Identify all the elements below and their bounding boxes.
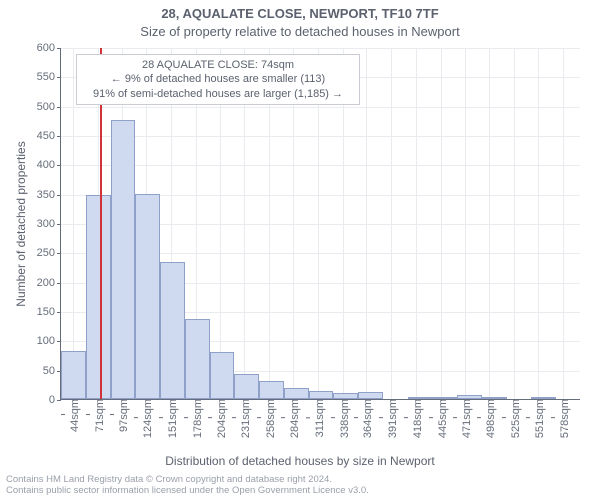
annotation-line: 28 AQUALATE CLOSE: 74sqm <box>83 58 353 72</box>
x-tick: 498sqm <box>481 399 497 438</box>
gridline-v <box>73 48 74 399</box>
histogram-bar <box>111 120 136 399</box>
histogram-bar <box>309 391 334 399</box>
gridline-h <box>61 107 580 108</box>
y-tick: 350 <box>37 189 61 201</box>
annotation-box: 28 AQUALATE CLOSE: 74sqm← 9% of detached… <box>76 54 360 105</box>
x-axis-label: Distribution of detached houses by size … <box>0 454 600 468</box>
histogram-bar <box>408 397 433 399</box>
histogram-bar <box>135 194 160 399</box>
histogram-bar <box>457 395 482 399</box>
x-tick: 311sqm <box>310 399 326 437</box>
y-tick: 100 <box>37 335 61 347</box>
gridline-h <box>61 136 580 137</box>
gridline-v <box>538 48 539 399</box>
y-tick: 0 <box>49 394 61 406</box>
histogram-bar <box>160 262 185 399</box>
x-tick: 471sqm <box>457 399 473 438</box>
gridline-v <box>416 48 417 399</box>
gridline-h <box>61 48 580 49</box>
histogram-bar <box>284 388 309 399</box>
gridline-v <box>391 48 392 399</box>
y-tick: 200 <box>37 277 61 289</box>
x-tick: 71sqm <box>90 399 106 432</box>
x-tick: 258sqm <box>261 399 277 438</box>
y-tick: 500 <box>37 101 61 113</box>
footer-attribution: Contains HM Land Registry data © Crown c… <box>6 474 369 496</box>
x-tick: 204sqm <box>212 399 228 438</box>
x-tick: 284sqm <box>285 399 301 438</box>
y-tick: 300 <box>37 218 61 230</box>
annotation-line: ← 9% of detached houses are smaller (113… <box>83 72 353 86</box>
histogram-bar <box>358 392 383 399</box>
histogram-bar <box>531 397 556 399</box>
histogram-bar <box>333 393 358 399</box>
gridline-v <box>441 48 442 399</box>
x-tick: 364sqm <box>358 399 374 438</box>
histogram-bar <box>432 397 457 399</box>
footer-line-2: Contains public sector information licen… <box>6 485 369 496</box>
chart-title-address: 28, AQUALATE CLOSE, NEWPORT, TF10 7TF <box>0 6 600 21</box>
y-tick: 250 <box>37 247 61 259</box>
histogram-bar <box>234 374 259 399</box>
chart-title-sub: Size of property relative to detached ho… <box>0 24 600 39</box>
x-tick: 338sqm <box>335 399 351 438</box>
histogram-bar <box>482 397 507 399</box>
gridline-v <box>563 48 564 399</box>
histogram-bar <box>86 195 111 399</box>
x-tick: 551sqm <box>530 399 546 438</box>
histogram-bar <box>185 319 210 399</box>
x-tick: 124sqm <box>138 399 154 438</box>
x-tick: 525sqm <box>506 399 522 438</box>
y-tick: 400 <box>37 159 61 171</box>
y-axis-label: Number of detached properties <box>14 141 28 306</box>
x-tick: 44sqm <box>65 399 81 432</box>
y-tick: 150 <box>37 306 61 318</box>
gridline-v <box>366 48 367 399</box>
histogram-bar <box>210 352 235 399</box>
gridline-v <box>489 48 490 399</box>
x-tick: 578sqm <box>555 399 571 438</box>
footer-line-1: Contains HM Land Registry data © Crown c… <box>6 474 369 485</box>
y-tick: 600 <box>37 42 61 54</box>
gridline-h <box>61 165 580 166</box>
y-tick: 50 <box>43 365 61 377</box>
x-tick: 97sqm <box>114 399 130 432</box>
histogram-bar <box>259 381 284 399</box>
x-tick: 391sqm <box>383 399 399 438</box>
x-tick: 445sqm <box>433 399 449 438</box>
gridline-v <box>514 48 515 399</box>
x-tick: 231sqm <box>236 399 252 438</box>
x-tick: 178sqm <box>188 399 204 438</box>
annotation-line: 91% of semi-detached houses are larger (… <box>83 87 353 101</box>
x-tick: 418sqm <box>408 399 424 438</box>
y-tick: 550 <box>37 71 61 83</box>
chart-container: 28, AQUALATE CLOSE, NEWPORT, TF10 7TF Si… <box>0 0 600 500</box>
y-tick: 450 <box>37 130 61 142</box>
histogram-bar <box>61 351 86 399</box>
x-tick: 151sqm <box>163 399 179 438</box>
gridline-v <box>465 48 466 399</box>
